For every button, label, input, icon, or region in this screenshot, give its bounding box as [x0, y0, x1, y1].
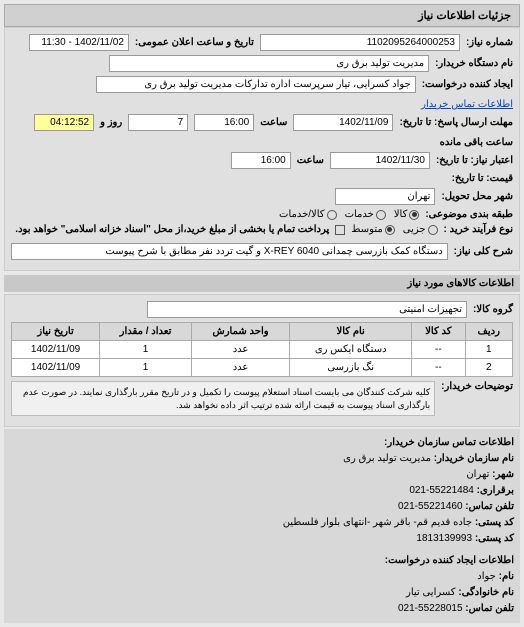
goods-table: ردیف کد کالا نام کالا واحد شمارش تعداد /…	[11, 322, 513, 377]
col-date: تاریخ نیاز	[12, 323, 100, 341]
contact1-header: اطلاعات تماس سازمان خریدار:	[10, 435, 514, 451]
col-row: ردیف	[465, 323, 512, 341]
saat-label-2: ساعت	[297, 155, 324, 166]
table-row: 2 -- نگ بازرسی عدد 1 1402/11/09	[12, 359, 513, 377]
time-remain-field: 04:12:52	[34, 114, 94, 131]
contact-link[interactable]: اطلاعات تماس خریدار	[421, 99, 513, 110]
validity-label: اعتبار نیاز: تا تاریخ:	[436, 155, 513, 166]
col-code: کد کالا	[412, 323, 465, 341]
cell: 1402/11/09	[12, 341, 100, 359]
announce-label: تاریخ و ساعت اعلان عمومی:	[135, 37, 254, 48]
cell: 1	[100, 341, 192, 359]
table-row: 1 -- دستگاه ایکس ری عدد 1 1402/11/09	[12, 341, 513, 359]
process-type-label: نوع فرآیند خرید :	[444, 224, 513, 235]
buyer-note-label: توضیحات خریدار:	[441, 381, 513, 392]
delivery-city-field: تهران	[335, 188, 435, 205]
days-remain-field: 7	[128, 114, 188, 131]
contact2-header: اطلاعات ایجاد کننده درخواست:	[10, 553, 514, 569]
post-value: جاده قدیم قم- باقر شهر -انتهای بلوار فلس…	[283, 517, 472, 528]
goods-group-field: تجهیزات امنیتی	[147, 301, 467, 318]
process-note: پرداخت تمام یا بخشی از مبلغ خرید،از محل …	[15, 224, 329, 235]
cell: 1	[465, 341, 512, 359]
delivery-city-label: شهر محل تحویل:	[441, 191, 513, 202]
buyer-note-box: کلیه شرکت کنندگان می بایست اسناد استعلام…	[11, 381, 435, 416]
table-header-row: ردیف کد کالا نام کالا واحد شمارش تعداد /…	[12, 323, 513, 341]
cell: عدد	[191, 341, 289, 359]
radio-kala-label: کالا	[394, 209, 408, 220]
goods-group-label: گروه کالا:	[473, 304, 513, 315]
validity-date-field: 1402/11/30	[330, 152, 430, 169]
radio-dot-icon	[409, 210, 419, 220]
device-field: مدیریت تولید برق ری	[109, 55, 429, 72]
req-number-label: شماره نیاز:	[466, 37, 513, 48]
radio-kala-khadamat[interactable]: کالا/خدمات	[279, 209, 337, 220]
radio-kala[interactable]: کالا	[394, 209, 420, 220]
validity-time-field: 16:00	[231, 152, 291, 169]
process-radio-group: جزیی متوسط	[351, 224, 437, 235]
post-label: کد پستی:	[475, 517, 514, 528]
req-number-field: 1102095264000253	[260, 34, 460, 51]
ostan-value: 55221484-021	[409, 485, 474, 496]
city-label: شهر:	[492, 469, 514, 480]
radio-motavaset-label: متوسط	[351, 224, 382, 235]
postcode-value: 1813139993	[416, 533, 472, 544]
phone1-value: 55221460-021	[398, 501, 463, 512]
deadline-time-field: 16:00	[194, 114, 254, 131]
radio-jozi[interactable]: جزیی	[403, 224, 438, 235]
phone2-label: تلفن تماس:	[465, 603, 514, 614]
creator-label: ایجاد کننده درخواست:	[422, 79, 513, 90]
phone1-label: تلفن تماس:	[465, 501, 514, 512]
cell: --	[412, 359, 465, 377]
postcode-label: کد پستی:	[475, 533, 514, 544]
org-value: مدیریت تولید برق ری	[343, 453, 431, 464]
roz-va-label: روز و	[100, 117, 122, 128]
device-label: نام دستگاه خریدار:	[435, 58, 513, 69]
cell: نگ بازرسی	[290, 359, 412, 377]
col-qty: تعداد / مقدار	[100, 323, 192, 341]
cell: 1402/11/09	[12, 359, 100, 377]
radio-jozi-label: جزیی	[403, 224, 426, 235]
family-value: کسرایی تیار	[406, 587, 456, 598]
col-name: نام کالا	[290, 323, 412, 341]
deadline-send-label: مهلت ارسال پاسخ: تا تاریخ:	[399, 117, 513, 128]
deadline-date-field: 1402/11/09	[293, 114, 393, 131]
radio-dot-icon	[376, 210, 386, 220]
main-desc-label: شرح کلی نیاز:	[454, 246, 513, 257]
creator-field: جواد کسرایی، تیار سرپرست اداره تدارکات م…	[96, 76, 416, 93]
cell: 2	[465, 359, 512, 377]
cell: --	[412, 341, 465, 359]
saat-label-1: ساعت	[260, 117, 287, 128]
phone2-value: 55228015-021	[398, 603, 463, 614]
ostan-label: برقراری:	[477, 485, 514, 496]
name-value: جواد	[477, 571, 496, 582]
main-desc-field: دستگاه کمک بازرسی چمدانی X-REY 6040 و گی…	[11, 243, 448, 260]
goods-header: اطلاعات کالاهای مورد نیاز	[4, 275, 520, 292]
time-remain-suffix: ساعت باقی مانده	[440, 137, 513, 148]
page-header: جزئیات اطلاعات نیاز	[4, 4, 520, 27]
radio-dot-icon	[428, 225, 438, 235]
city-value: تهران	[466, 469, 489, 480]
radio-khadamat-label: خدمات	[345, 209, 374, 220]
radio-dot-icon	[385, 225, 395, 235]
treasury-checkbox[interactable]	[335, 225, 345, 235]
col-unit: واحد شمارش	[191, 323, 289, 341]
radio-kala-khadamat-label: کالا/خدمات	[279, 209, 325, 220]
price-label: قیمت: تا تاریخ:	[452, 173, 513, 184]
radio-motavaset[interactable]: متوسط	[351, 224, 394, 235]
radio-khadamat[interactable]: خدمات	[345, 209, 386, 220]
classification-radio-group: کالا خدمات کالا/خدمات	[279, 209, 419, 220]
cell: عدد	[191, 359, 289, 377]
announce-field: 1402/11/02 - 11:30	[29, 34, 129, 51]
name-label: نام:	[499, 571, 514, 582]
radio-dot-icon	[327, 210, 337, 220]
org-label: نام سازمان خریدار:	[434, 453, 514, 464]
family-label: نام خانوادگی:	[458, 587, 514, 598]
classification-label: طبقه بندی موضوعی:	[425, 209, 513, 220]
cell: 1	[100, 359, 192, 377]
cell: دستگاه ایکس ری	[290, 341, 412, 359]
